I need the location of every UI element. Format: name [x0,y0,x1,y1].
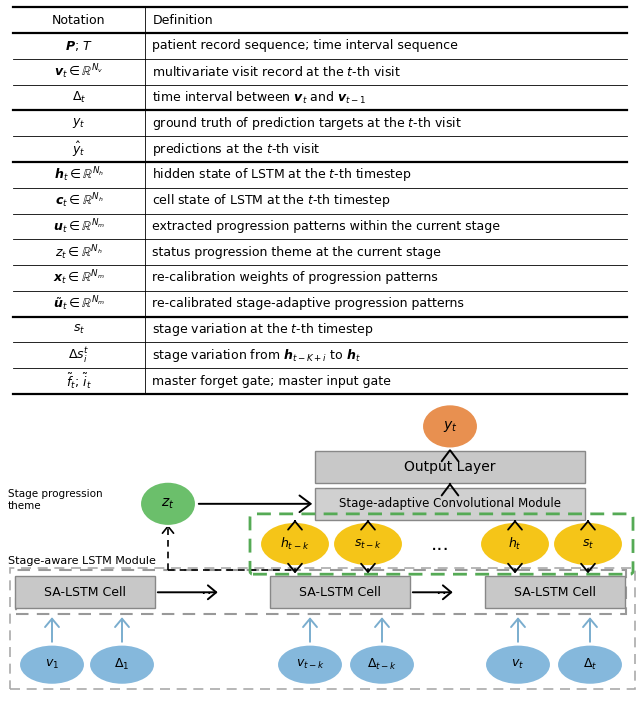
Text: $\hat{y}_t$: $\hat{y}_t$ [72,140,86,158]
Text: SA-LSTM Cell: SA-LSTM Cell [299,586,381,599]
Ellipse shape [349,645,415,685]
Text: $y_t$: $y_t$ [72,116,86,130]
Text: $z_t \in \mathbb{R}^{N_h}$: $z_t \in \mathbb{R}^{N_h}$ [55,243,102,262]
Text: SA-LSTM Cell: SA-LSTM Cell [44,586,126,599]
Text: predictions at the $t$-th visit: predictions at the $t$-th visit [152,140,321,158]
Ellipse shape [19,645,85,685]
Text: $h_{t-k}$: $h_{t-k}$ [280,536,310,552]
Text: $\Delta_t$: $\Delta_t$ [72,90,86,105]
Text: patient record sequence; time interval sequence: patient record sequence; time interval s… [152,40,458,52]
Text: re-calibration weights of progression patterns: re-calibration weights of progression pa… [152,272,438,284]
FancyBboxPatch shape [315,450,585,483]
Text: $\cdots$: $\cdots$ [200,582,217,600]
Ellipse shape [140,482,196,526]
Text: $v_1$: $v_1$ [45,658,59,671]
Text: $\cdots$: $\cdots$ [435,582,452,600]
Text: time interval between $\boldsymbol{v}_t$ and $\boldsymbol{v}_{t-1}$: time interval between $\boldsymbol{v}_t$… [152,90,367,106]
Text: $y_t$: $y_t$ [443,419,458,434]
Text: ...: ... [431,534,449,554]
Ellipse shape [277,645,343,685]
Ellipse shape [485,645,551,685]
Text: Notation: Notation [52,14,106,27]
Text: $\tilde{\boldsymbol{u}}_t \in \mathbb{R}^{N_m}$: $\tilde{\boldsymbol{u}}_t \in \mathbb{R}… [53,294,105,313]
Text: $s_t$: $s_t$ [582,537,594,551]
FancyBboxPatch shape [315,488,585,520]
Text: $\tilde{f}_t$; $\tilde{i}_t$: $\tilde{f}_t$; $\tilde{i}_t$ [66,372,92,391]
Text: Stage-adaptive Convolutional Module: Stage-adaptive Convolutional Module [339,497,561,510]
Text: master forget gate; master input gate: master forget gate; master input gate [152,375,391,388]
Text: $\Delta_t$: $\Delta_t$ [583,657,597,672]
Text: re-calibrated stage-adaptive progression patterns: re-calibrated stage-adaptive progression… [152,297,464,310]
Ellipse shape [557,645,623,685]
Text: $v_t$: $v_t$ [511,658,525,671]
Text: Stage progression
theme: Stage progression theme [8,489,102,510]
Text: $z_t$: $z_t$ [161,497,175,511]
Text: hidden state of LSTM at the $t$-th timestep: hidden state of LSTM at the $t$-th times… [152,166,412,184]
Text: multivariate visit record at the $t$-th visit: multivariate visit record at the $t$-th … [152,64,401,79]
Ellipse shape [89,645,155,685]
Text: $\boldsymbol{c}_t \in \mathbb{R}^{N_h}$: $\boldsymbol{c}_t \in \mathbb{R}^{N_h}$ [54,192,103,210]
Text: stage variation from $\boldsymbol{h}_{t-K+i}$ to $\boldsymbol{h}_t$: stage variation from $\boldsymbol{h}_{t-… [152,347,361,364]
Text: $\boldsymbol{P}$; $T$: $\boldsymbol{P}$; $T$ [65,39,93,53]
Text: $\boldsymbol{v}_t \in \mathbb{R}^{N_v}$: $\boldsymbol{v}_t \in \mathbb{R}^{N_v}$ [54,62,104,81]
Ellipse shape [553,522,623,566]
Text: $\boldsymbol{u}_t \in \mathbb{R}^{N_m}$: $\boldsymbol{u}_t \in \mathbb{R}^{N_m}$ [53,217,105,236]
Text: ground truth of prediction targets at the $t$-th visit: ground truth of prediction targets at th… [152,115,462,132]
Text: stage variation at the $t$-th timestep: stage variation at the $t$-th timestep [152,321,374,338]
Text: $h_t$: $h_t$ [508,536,522,552]
Text: Output Layer: Output Layer [404,460,496,474]
Ellipse shape [422,404,478,448]
FancyBboxPatch shape [270,576,410,608]
Text: $\Delta s_i^t$: $\Delta s_i^t$ [68,346,90,365]
FancyBboxPatch shape [485,576,625,608]
Text: Stage-aware LSTM Module: Stage-aware LSTM Module [8,556,156,566]
Ellipse shape [333,522,403,566]
Text: $\Delta_1$: $\Delta_1$ [115,657,130,672]
Text: status progression theme at the current stage: status progression theme at the current … [152,246,441,259]
Ellipse shape [480,522,550,566]
Text: $\Delta_{t-k}$: $\Delta_{t-k}$ [367,657,397,672]
Text: Definition: Definition [152,14,213,27]
Text: $s_{t-k}$: $s_{t-k}$ [354,537,382,551]
Text: $\boldsymbol{h}_t \in \mathbb{R}^{N_h}$: $\boldsymbol{h}_t \in \mathbb{R}^{N_h}$ [54,166,104,184]
Ellipse shape [260,522,330,566]
Text: cell state of LSTM at the $t$-th timestep: cell state of LSTM at the $t$-th timeste… [152,192,390,209]
Text: SA-LSTM Cell: SA-LSTM Cell [514,586,596,599]
Text: $s_t$: $s_t$ [73,323,85,336]
Text: $\boldsymbol{x}_t \in \mathbb{R}^{N_m}$: $\boldsymbol{x}_t \in \mathbb{R}^{N_m}$ [53,269,105,287]
FancyBboxPatch shape [15,576,155,608]
Text: $v_{t-k}$: $v_{t-k}$ [296,658,324,671]
Text: extracted progression patterns within the current stage: extracted progression patterns within th… [152,220,500,233]
